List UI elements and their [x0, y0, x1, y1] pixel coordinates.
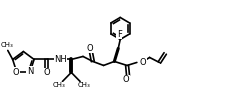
Text: O: O [140, 58, 146, 67]
Text: O: O [123, 75, 129, 84]
Text: N: N [27, 67, 33, 76]
Text: CH₃: CH₃ [52, 82, 65, 88]
Text: CH₃: CH₃ [0, 42, 13, 48]
Text: O: O [87, 44, 93, 53]
Text: F: F [117, 30, 122, 39]
Text: CH₃: CH₃ [78, 82, 90, 88]
Text: NH: NH [54, 55, 67, 64]
Text: O: O [43, 68, 50, 77]
Text: O: O [12, 68, 19, 77]
